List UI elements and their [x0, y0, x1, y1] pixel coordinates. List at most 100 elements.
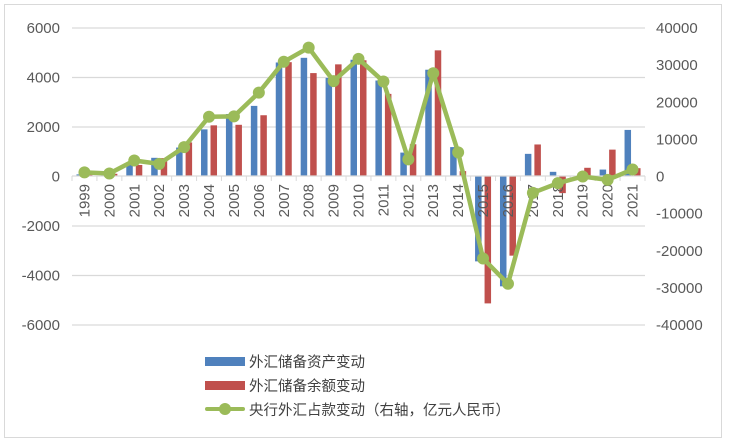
- bar: [624, 129, 632, 176]
- bar: [335, 64, 342, 176]
- right-axis-ticks: 40000 30000 20000 10000 0 -10000 -20000 -30000 -…: [656, 20, 703, 334]
- x-tick-label: 2007: [276, 184, 293, 217]
- right-tick-label: 20000: [656, 94, 698, 111]
- x-tick-label: 2000: [101, 184, 118, 217]
- line-marker: [128, 154, 141, 167]
- x-tick-label: 2010: [351, 184, 368, 217]
- left-axis-ticks: 6000 4000 2000 0 -2000 -4000 -6000: [22, 20, 60, 334]
- x-tick-label: 2003: [176, 184, 193, 217]
- line-marker: [203, 110, 216, 123]
- right-tick-label: 10000: [656, 131, 698, 148]
- line-marker: [178, 141, 191, 154]
- bar: [549, 171, 557, 176]
- x-tick-label: 2006: [251, 184, 268, 217]
- legend-item-reserve-assets: 外汇储备资产变动: [205, 349, 510, 373]
- bar: [475, 176, 482, 262]
- x-tick-label: 2012: [400, 184, 417, 217]
- line-marker: [601, 173, 614, 186]
- line-series: [78, 41, 639, 290]
- left-tick-label: -6000: [22, 317, 60, 334]
- bar: [434, 50, 442, 176]
- bar: [599, 169, 607, 176]
- bar: [584, 167, 591, 176]
- line-marker: [551, 177, 564, 190]
- x-tick-label: 2021: [625, 184, 642, 217]
- bar: [360, 60, 367, 176]
- x-tick-label: 2015: [475, 184, 492, 217]
- x-tick-label: 2013: [425, 184, 442, 217]
- x-tick-label: 2009: [326, 184, 343, 217]
- bar: [400, 152, 407, 176]
- bar: [176, 147, 183, 176]
- bar: [285, 62, 292, 176]
- bar: [300, 57, 308, 177]
- bar: [250, 105, 258, 176]
- bar: [450, 147, 457, 176]
- left-tick-label: 2000: [27, 119, 60, 136]
- line-marker: [526, 186, 539, 199]
- bar: [534, 144, 541, 176]
- bar: [185, 142, 193, 176]
- bar: [275, 62, 283, 177]
- right-tick-label: -20000: [656, 243, 703, 260]
- x-axis: 1999 2000 2001 2002 2003 2004 2005 2006 2007 2008…: [71, 175, 646, 217]
- line-marker: [277, 55, 290, 68]
- x-tick-label: 2004: [201, 184, 218, 217]
- right-tick-label: -30000: [656, 280, 703, 297]
- right-tick-label: -10000: [656, 206, 703, 223]
- x-tick-label: 2011: [375, 184, 392, 216]
- bar: [509, 176, 516, 256]
- bar: [375, 80, 382, 176]
- x-tick-label: 2016: [500, 184, 517, 217]
- line-marker: [302, 41, 315, 54]
- bar: [210, 125, 218, 176]
- line-marker: [153, 157, 166, 170]
- bar: [126, 164, 133, 176]
- x-tick-label: 2020: [600, 184, 617, 217]
- bar: [350, 59, 357, 176]
- bar: [235, 124, 242, 176]
- right-tick-label: 0: [656, 169, 664, 186]
- legend-label: 外汇储备余额变动: [249, 378, 365, 395]
- bar: [499, 176, 507, 287]
- x-tick-label: 2002: [151, 184, 168, 217]
- legend: 外汇储备资产变动 外汇储备余额变动 央行外汇占款变动（右轴，亿元人民币）: [205, 349, 510, 421]
- bar: [524, 153, 532, 176]
- right-tick-label: -40000: [656, 317, 703, 334]
- bar: [310, 73, 317, 176]
- line-marker: [252, 86, 265, 99]
- x-tick-label: 2005: [226, 184, 243, 217]
- x-tick-label: 2008: [301, 184, 318, 217]
- legend-swatch-red: [205, 380, 245, 390]
- legend-item-reserve-balance: 外汇储备余额变动: [205, 373, 510, 397]
- line-marker: [103, 167, 116, 180]
- line-marker: [78, 166, 91, 179]
- bar: [425, 69, 432, 176]
- left-tick-label: -4000: [22, 268, 60, 285]
- right-tick-label: 30000: [656, 57, 698, 74]
- line-marker: [402, 153, 415, 166]
- line-marker: [227, 110, 240, 123]
- left-tick-label: 0: [52, 169, 60, 186]
- bar: [484, 176, 492, 304]
- bar: [384, 93, 392, 176]
- legend-label: 央行外汇占款变动（右轴，亿元人民币）: [249, 402, 510, 419]
- line-marker: [626, 163, 639, 176]
- line-marker: [452, 146, 465, 159]
- bar: [325, 77, 333, 176]
- gridlines: [72, 27, 645, 326]
- line-marker: [327, 75, 340, 88]
- line-marker: [352, 52, 365, 65]
- bar: [135, 164, 143, 176]
- bar: [201, 129, 208, 176]
- x-tick-label: 2018: [550, 184, 567, 217]
- bar-series: [76, 50, 641, 304]
- bar: [225, 113, 233, 176]
- legend-line-marker-icon: [205, 403, 245, 415]
- x-tick-label: 2014: [450, 184, 467, 217]
- legend-swatch-blue: [205, 356, 245, 366]
- line-marker: [501, 277, 514, 290]
- line-marker: [477, 252, 490, 265]
- x-tick-label: 2001: [126, 184, 143, 217]
- x-tick-label: 1999: [76, 184, 93, 217]
